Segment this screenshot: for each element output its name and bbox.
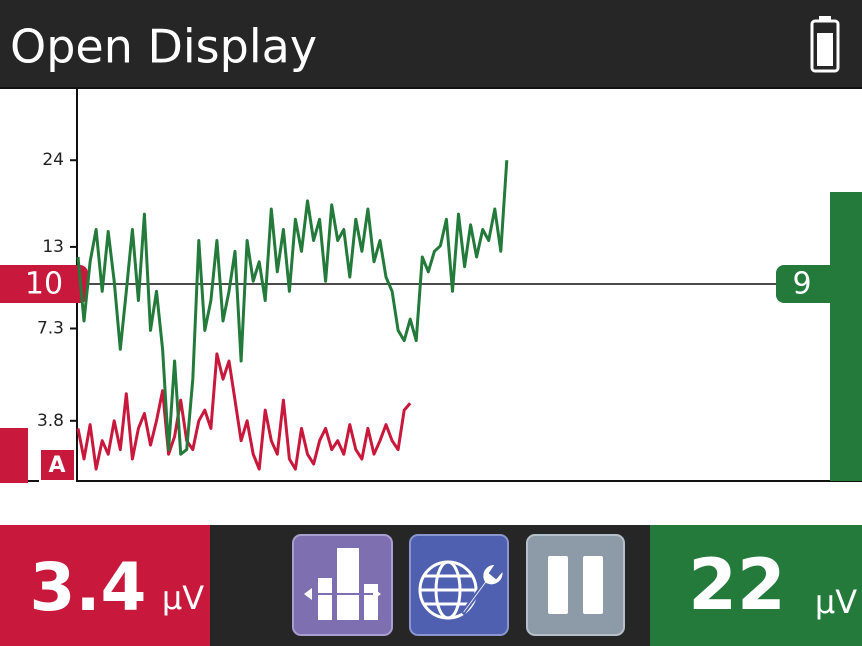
readout-unit: μV: [162, 579, 204, 617]
channel-badge: A: [39, 448, 76, 482]
level-meter: [830, 192, 862, 481]
channel-label: A: [48, 453, 65, 478]
threshold-tag-left: [0, 265, 88, 303]
threshold-label: 10: [25, 267, 63, 302]
readout-value: 22: [688, 544, 785, 626]
header-bar: [0, 0, 862, 88]
readout-right: [650, 525, 862, 646]
channel-tab: [0, 428, 28, 483]
y-tick-label: 7.3: [37, 318, 64, 338]
y-tick-label: 24: [42, 150, 64, 170]
readout-left: [0, 525, 210, 646]
series-line: [76, 352, 412, 471]
threshold-label: 9: [792, 267, 811, 302]
header-title: Open Display: [10, 20, 317, 74]
threshold-tag-right: [776, 265, 862, 303]
y-tick-label: 3.8: [37, 411, 64, 431]
settings-button[interactable]: [409, 534, 509, 636]
y-tick-label: 13: [42, 237, 64, 257]
series-line: [76, 160, 509, 456]
scale-button[interactable]: [292, 534, 393, 636]
battery-icon: [810, 16, 840, 73]
pause-button[interactable]: [526, 534, 625, 636]
plot-background: [0, 88, 862, 525]
readout-value: 3.4: [30, 549, 147, 626]
readout-unit: μV: [815, 583, 857, 621]
